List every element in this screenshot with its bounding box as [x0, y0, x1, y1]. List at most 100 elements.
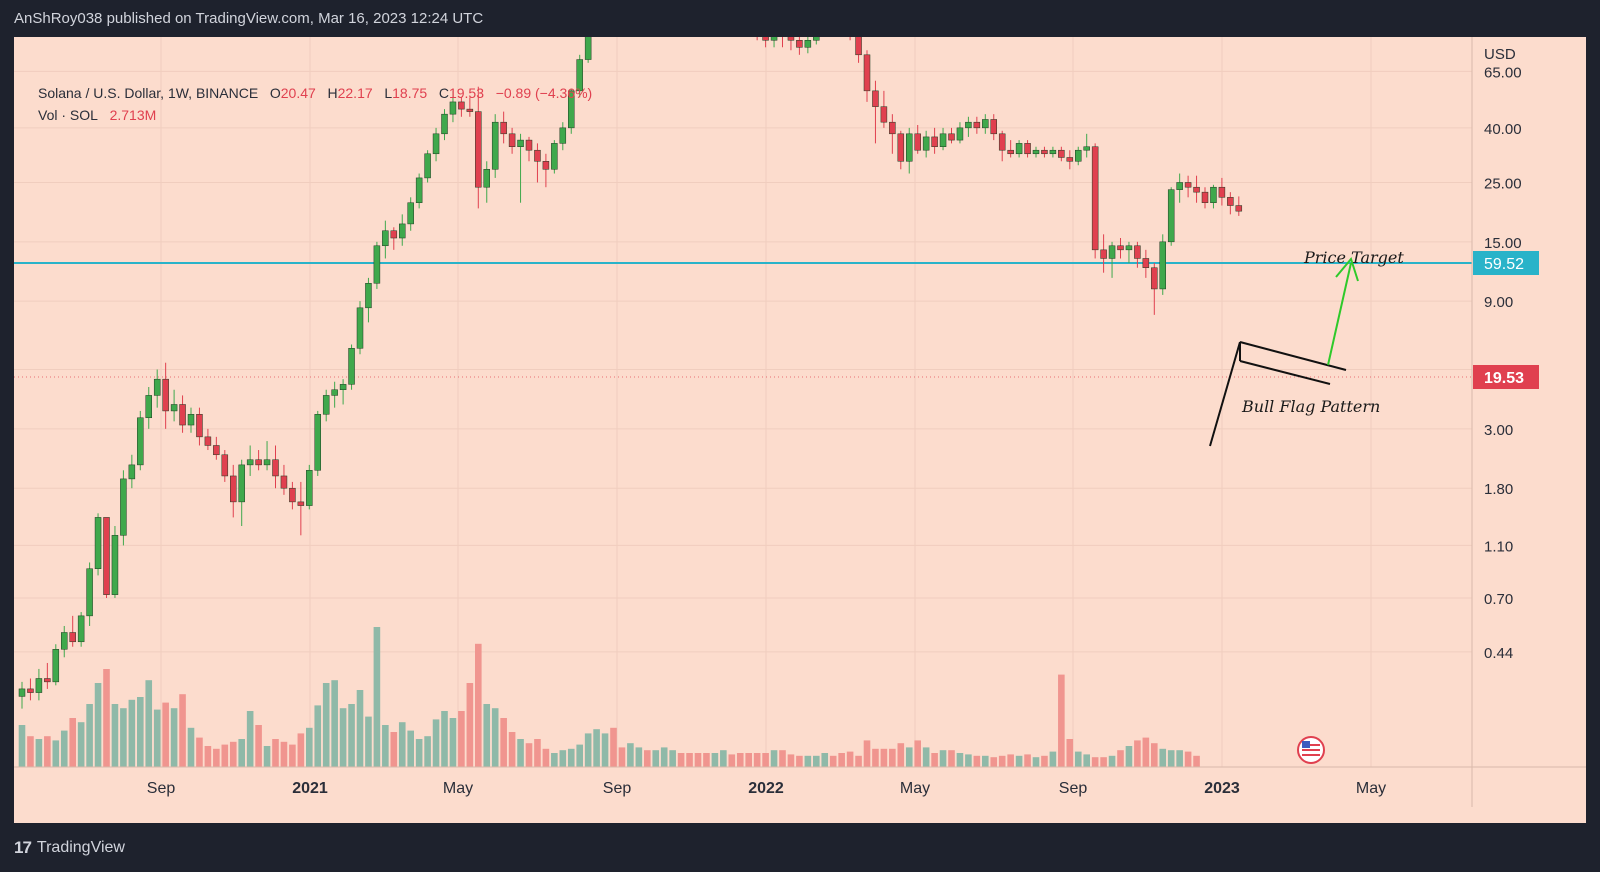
price-target-arrow	[1327, 256, 1359, 366]
candle	[787, 37, 795, 51]
time-tick-label: Sep	[603, 780, 632, 797]
price-chart-svg[interactable]: Price Target Bull Flag Pattern USD 320.0…	[14, 37, 1586, 823]
open-label: O	[269, 85, 281, 101]
volume-bar	[314, 705, 322, 767]
tradingview-logo[interactable]: 17 TradingView	[14, 838, 125, 858]
symbol-legend: Solana / U.S. Dollar, 1W, BINANCE O20.47…	[38, 85, 592, 101]
volume-bar	[356, 690, 364, 767]
candle	[534, 143, 541, 183]
volume-bars	[18, 627, 1200, 767]
volume-bar	[821, 753, 829, 767]
candle	[179, 395, 186, 433]
candles	[18, 37, 1243, 709]
time-tick-label: Sep	[147, 780, 176, 797]
volume-bar	[1142, 737, 1150, 767]
candle	[990, 114, 997, 141]
candle	[382, 220, 389, 259]
candle	[103, 517, 110, 598]
candle	[399, 214, 406, 246]
last-price-tag	[1473, 365, 1539, 389]
price-target-label: Price Target	[1303, 248, 1404, 267]
volume-bar	[145, 680, 153, 767]
price-tick-label: 0.70	[1484, 591, 1513, 608]
candle	[246, 445, 254, 476]
volume-bar	[1134, 740, 1141, 767]
volume-bar	[348, 704, 355, 767]
volume-bar	[1049, 751, 1057, 767]
volume-bar	[1058, 674, 1065, 767]
candle	[939, 127, 947, 151]
flag-lower-line	[1239, 360, 1331, 385]
volume-bar	[69, 718, 76, 767]
candle	[230, 464, 237, 518]
candle	[145, 387, 152, 429]
volume-bar	[111, 704, 119, 767]
volume-bar	[77, 722, 85, 767]
volume-bar	[1159, 748, 1167, 767]
volume-bar	[18, 725, 26, 767]
candle	[373, 241, 381, 289]
volume-bar	[449, 718, 457, 767]
volume-bar	[398, 722, 406, 767]
candle	[576, 54, 583, 98]
volume-bar	[289, 744, 296, 767]
volume-bar	[982, 755, 989, 767]
candle	[796, 37, 803, 55]
volume-bar	[576, 744, 583, 767]
candle	[77, 612, 85, 647]
candle	[280, 464, 288, 495]
candle	[559, 122, 567, 151]
candle	[973, 116, 981, 134]
volume-bar	[601, 733, 609, 767]
us-flag-icon[interactable]	[1297, 736, 1325, 764]
candle	[804, 37, 812, 54]
volume-bar	[652, 750, 660, 767]
volume-bar	[179, 694, 186, 767]
volume-bar	[382, 725, 389, 767]
candle	[491, 114, 499, 178]
candle	[449, 90, 457, 123]
volume-bar	[610, 727, 617, 767]
candle	[424, 150, 431, 183]
volume-bar	[120, 708, 127, 767]
candle	[137, 410, 144, 471]
volume-bar	[720, 750, 727, 767]
candle	[914, 124, 921, 154]
volume-bar	[491, 708, 499, 767]
volume-bar	[86, 704, 93, 767]
volume-bar	[1091, 757, 1099, 767]
volume-bar	[931, 753, 938, 767]
candle	[441, 109, 448, 141]
volume-bar	[322, 683, 330, 767]
chart-area[interactable]: Price Target Bull Flag Pattern USD 320.0…	[14, 37, 1586, 823]
volume-bar	[584, 733, 592, 767]
candle	[1151, 263, 1158, 315]
high-value: 22.17	[337, 85, 373, 101]
volume-bar	[213, 748, 220, 767]
volume-bar	[787, 754, 795, 767]
volume-bar	[390, 732, 398, 767]
volume-bar	[162, 702, 169, 767]
volume-bar	[246, 711, 254, 767]
flag-upper-line	[1239, 341, 1347, 371]
candle	[813, 37, 820, 45]
time-tick-label: 2022	[748, 780, 784, 797]
volume-bar	[103, 669, 110, 767]
volume-bar	[745, 753, 752, 767]
volume-bar	[52, 740, 60, 767]
volume-bar	[838, 753, 845, 767]
volume-bar	[855, 755, 862, 767]
candle	[542, 153, 550, 188]
volume-bar	[221, 744, 229, 767]
candle	[1058, 146, 1065, 162]
volume-bar	[551, 753, 558, 767]
candle	[1176, 173, 1183, 203]
candle	[782, 37, 783, 48]
volume-bar	[635, 747, 643, 767]
low-label: L	[384, 85, 393, 101]
volume-bar	[475, 643, 482, 767]
price-tick-label: 0.44	[1484, 645, 1513, 662]
volume-bar	[534, 739, 541, 767]
volume-bar	[1100, 757, 1107, 767]
candle	[153, 369, 161, 408]
